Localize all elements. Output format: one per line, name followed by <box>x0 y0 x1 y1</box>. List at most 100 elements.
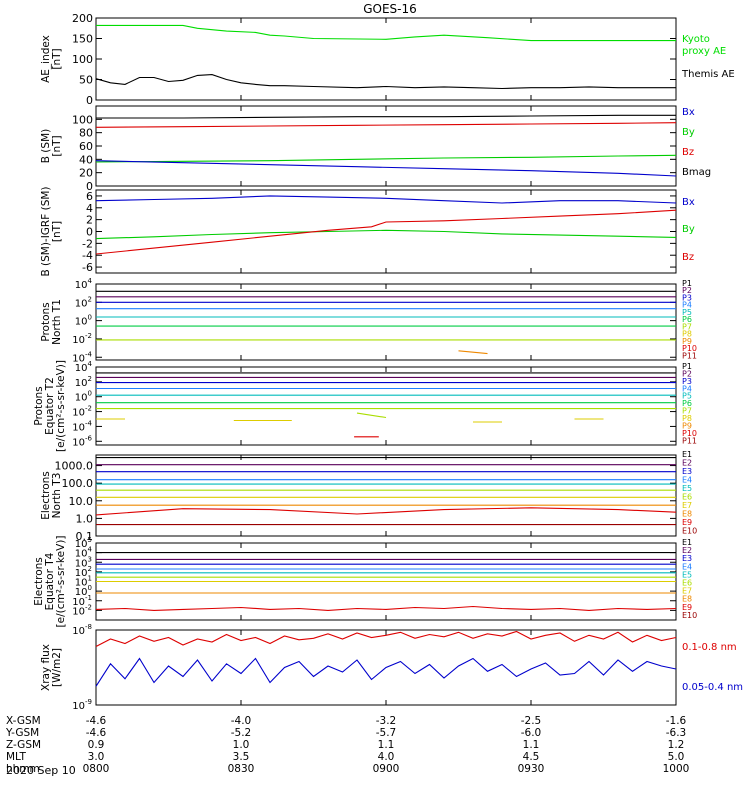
y-tick-label: 10-4 <box>72 350 92 364</box>
legend-entry: E9 <box>682 518 692 527</box>
legend-entry: E3 <box>682 467 692 476</box>
legend-entry: P7 <box>682 407 692 416</box>
y-tick-mantissa: 10 <box>72 597 85 608</box>
y-tick-label: 10.0 <box>69 495 94 508</box>
footer-value: 0800 <box>83 763 110 775</box>
y-tick-mantissa: 10 <box>75 280 88 291</box>
y-tick-exponent: -6 <box>85 434 93 442</box>
legend-entry: E8 <box>682 510 692 519</box>
footer-value: 0930 <box>518 763 545 775</box>
y-tick-label: 102 <box>75 565 92 579</box>
y-tick-mantissa: 10 <box>75 393 88 404</box>
legend-entry: E6 <box>682 493 692 502</box>
y-tick-label: 101 <box>75 575 92 589</box>
y-tick-mantissa: 10 <box>72 408 85 419</box>
y-tick-exponent: -4 <box>85 350 93 358</box>
footer-value: 3.0 <box>88 751 105 763</box>
y-tick-mantissa: 10 <box>75 378 88 389</box>
y-tick-mantissa: 10 <box>72 422 85 433</box>
panel-6: 1000.0 100.0 10.0 1.0 0.1 Electrons North T3 E1… <box>40 450 697 543</box>
legend-entry: E1 <box>682 538 692 547</box>
y-tick-mantissa: 10 <box>75 298 88 309</box>
y-tick-label: 100 <box>72 113 93 126</box>
footer-value: -4.6 <box>86 727 107 739</box>
y-tick-exponent: -4 <box>85 419 93 427</box>
panel-frame <box>95 454 677 537</box>
legend-entry: P5 <box>682 308 692 317</box>
legend-entry: P8 <box>682 330 692 339</box>
legend-entry: P3 <box>682 377 692 386</box>
footer-row-label: MLT <box>6 751 26 763</box>
y-tick-label: 4 <box>86 202 93 215</box>
legend-entry: P8 <box>682 414 692 423</box>
legend-entry: P2 <box>682 369 692 378</box>
y-axis-label: AE_index <box>40 35 52 83</box>
series-line <box>356 412 387 419</box>
y-tick-exponent: 2 <box>88 295 92 303</box>
y-tick-exponent: 1 <box>88 575 92 583</box>
footer-value: 0900 <box>373 763 400 775</box>
legend-entry: E5 <box>682 570 692 579</box>
y-axis-label: Protons <box>40 302 52 341</box>
y-tick-exponent: 2 <box>88 565 92 573</box>
legend-entry: Bmag <box>682 167 711 178</box>
y-tick-mantissa: 10 <box>75 317 88 328</box>
y-tick-label: 10-6 <box>72 434 92 448</box>
y-tick-mantissa: 10 <box>75 549 88 560</box>
y-axis-label: Equator T4 <box>44 552 56 610</box>
legend-entry: P2 <box>682 286 692 295</box>
y-axis-label: Equator T2 <box>44 377 56 435</box>
legend-entry: E1 <box>682 450 692 459</box>
y-tick-label: 20 <box>79 167 93 180</box>
y-tick-mantissa: 10 <box>75 539 88 550</box>
y-axis-label: Protons <box>33 386 45 425</box>
y-tick-exponent: -8 <box>85 623 92 631</box>
series-line <box>95 229 677 240</box>
legend-entry: E5 <box>682 484 692 493</box>
y-tick-label: 1000.0 <box>55 460 94 473</box>
legend-entry: P6 <box>682 315 692 324</box>
y-tick-exponent: 0 <box>88 314 92 322</box>
y-tick-label: 0 <box>86 180 93 193</box>
series-line <box>95 74 676 90</box>
legend-entry: E7 <box>682 587 692 596</box>
y-tick-label: 100 <box>75 390 92 404</box>
y-tick-exponent: -2 <box>85 603 92 611</box>
footer-value: 3.5 <box>233 751 250 763</box>
footer-value: -4.6 <box>86 715 107 727</box>
legend-entry: E9 <box>682 603 692 612</box>
y-tick-label: 10-9 <box>72 698 92 712</box>
series-line <box>95 195 677 204</box>
legend-entry: P7 <box>682 322 692 331</box>
y-tick-label: 200 <box>72 12 93 25</box>
legend-entry: E3 <box>682 554 692 563</box>
footer-value: 0.9 <box>88 739 105 751</box>
y-tick-mantissa: 10 <box>75 363 88 374</box>
legend-entry: 0.05-0.4 nm <box>682 682 743 693</box>
legend-entry: P1 <box>682 279 692 288</box>
y-axis-label: [nT] <box>51 221 63 242</box>
y-tick-label: 10-1 <box>72 594 92 608</box>
series-line <box>96 24 676 42</box>
legend-entry: P4 <box>682 301 692 310</box>
legend-entry: Bz <box>682 252 694 263</box>
y-tick-exponent: 3 <box>88 555 92 563</box>
series-line <box>95 154 677 163</box>
footer-value: 1.2 <box>668 739 685 751</box>
legend-entry: By <box>682 127 695 138</box>
y-tick-mantissa: 10 <box>72 701 85 712</box>
y-axis-label: North T1 <box>51 299 63 345</box>
legend-entry: P5 <box>682 392 692 401</box>
y-tick-label: 102 <box>75 295 92 309</box>
footer-value: -5.7 <box>376 727 397 739</box>
y-axis-label: Xray flux <box>40 644 52 691</box>
legend-entry: E6 <box>682 579 692 588</box>
y-tick-label: 103 <box>75 555 92 569</box>
y-tick-label: 100 <box>75 314 92 328</box>
y-tick-exponent: 0 <box>88 390 92 398</box>
y-tick-label: 10-2 <box>72 405 92 419</box>
y-axis-label: North T3 <box>51 473 63 519</box>
